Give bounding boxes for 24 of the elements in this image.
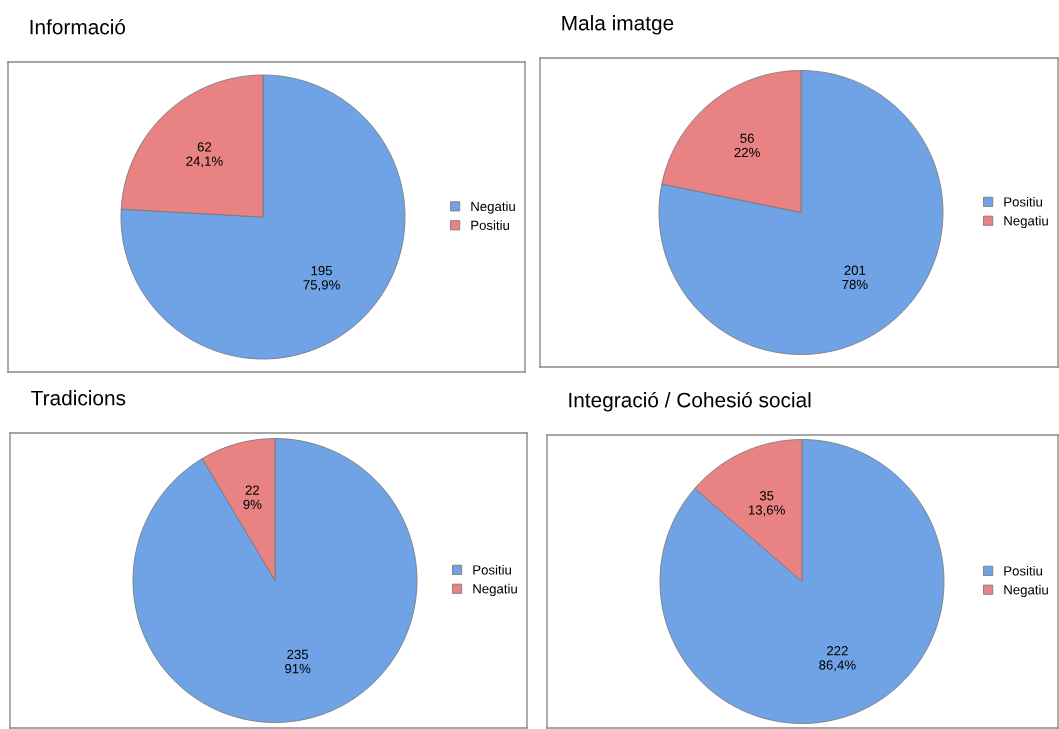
chart-title: Tradicions [31, 390, 126, 406]
data-label: 222 86,4% [819, 646, 856, 672]
legend-label: Positiu [473, 564, 512, 575]
chart-title: Mala imatge [562, 15, 674, 35]
data-label: 56 22% [734, 133, 760, 158]
legend-label: Negatiu [473, 583, 517, 597]
pie-slice [132, 438, 418, 723]
data-label: 201 78% [842, 265, 868, 290]
legend-label: Negatiu [1004, 215, 1048, 229]
data-label: 62 24,1% [186, 142, 223, 168]
legend-label: Positiu [471, 220, 510, 230]
data-label: 35 13,6% [748, 491, 785, 517]
pie-slice [659, 439, 945, 724]
chart-title: Informació [30, 18, 126, 35]
data-label: 235 91% [285, 649, 311, 674]
pie-slice [120, 74, 406, 360]
legend-label: Positiu [1004, 565, 1043, 576]
legend-label: Positiu [1004, 196, 1043, 207]
legend-label: Negatiu [471, 201, 515, 214]
chart-title: Integració / Cohesió social [569, 391, 811, 412]
data-label: 195 75,9% [303, 265, 340, 292]
legend-label: Negatiu [1004, 584, 1048, 598]
pie-slice [658, 70, 944, 355]
data-label: 22 9% [243, 485, 262, 510]
